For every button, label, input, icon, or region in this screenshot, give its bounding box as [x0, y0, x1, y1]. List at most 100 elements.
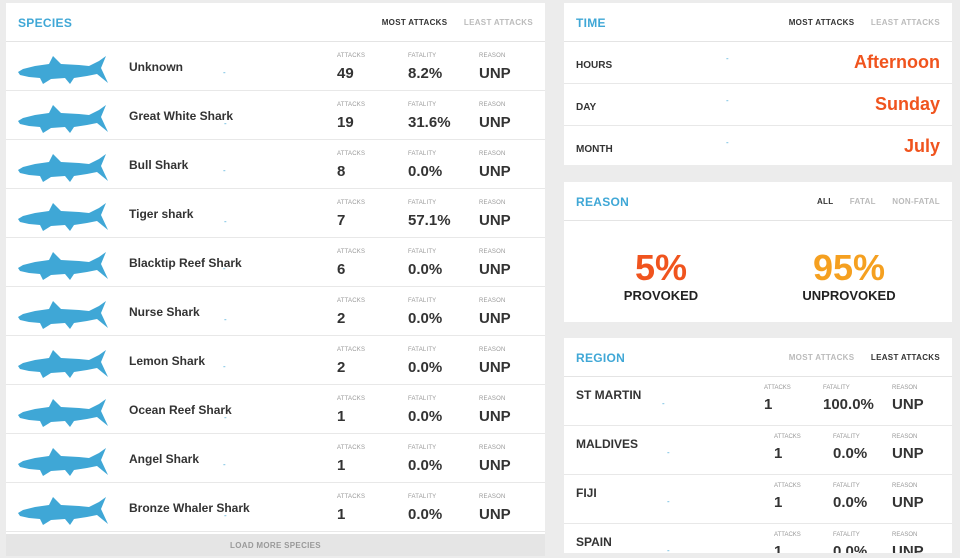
fatality-value: 0.0% [833, 494, 868, 511]
tick-mark: - [224, 217, 227, 226]
reason-value: UNP [479, 114, 511, 131]
fatality-value: 0.0% [408, 359, 443, 376]
reason-stat: REASON UNP [479, 151, 511, 180]
attacks-value: 1 [337, 457, 346, 474]
time-tab-least-attacks[interactable]: LEAST ATTACKS [870, 18, 940, 27]
species-row[interactable]: Bull Shark - ATTACKS 8 FATALITY 0.0% REASON UNP [6, 140, 545, 189]
fatality-stat: FATALITY 0.0% [833, 532, 867, 553]
reason-label: REASON [479, 200, 506, 206]
tick-mark: - [223, 362, 226, 371]
species-row[interactable]: Tiger shark - ATTACKS 7 FATALITY 57.1% REASON U… [6, 189, 545, 238]
fatality-stat: FATALITY 0.0% [408, 445, 442, 474]
species-tab-least-attacks[interactable]: LEAST ATTACKS [463, 18, 533, 27]
fatality-stat: FATALITY 0.0% [833, 434, 867, 462]
time-panel: TIME MOST ATTACKS LEAST ATTACKS HOURS - … [564, 3, 952, 165]
species-row[interactable]: Nurse Shark - ATTACKS 2 FATALITY 0.0% REASON UN… [6, 287, 545, 336]
reason-value: UNP [479, 261, 511, 278]
reason-stat: REASON UNP [479, 494, 511, 523]
attacks-value: 19 [337, 114, 354, 131]
region-name: ST MARTIN [576, 388, 642, 402]
species-header: SPECIES MOST ATTACKS LEAST ATTACKS [6, 3, 545, 42]
attacks-value: 2 [337, 359, 346, 376]
species-name: Bronze Whaler Shark [129, 501, 250, 515]
reason-value: UNP [479, 457, 511, 474]
region-row[interactable]: ST MARTIN - ATTACKS 1 FATALITY 100.0% REASON UN… [564, 377, 952, 426]
fatality-stat: FATALITY 100.0% [823, 385, 874, 413]
fatality-value: 0.0% [408, 310, 443, 327]
tick-mark: - [726, 138, 729, 147]
species-row[interactable]: Ocean Reef Shark - ATTACKS 1 FATALITY 0.0% REA… [6, 385, 545, 434]
attacks-stat: ATTACKS 1 [774, 434, 801, 462]
provoked-label: PROVOKED [623, 288, 699, 303]
unprovoked-label: UNPROVOKED [802, 288, 896, 303]
time-row-day: DAY - Sunday [564, 84, 952, 126]
fatality-label: FATALITY [408, 249, 437, 255]
attacks-label: ATTACKS [764, 385, 791, 391]
time-tabs: MOST ATTACKS LEAST ATTACKS [775, 18, 940, 27]
region-title: REGION [576, 351, 626, 365]
species-tab-most-attacks[interactable]: MOST ATTACKS [381, 18, 448, 27]
region-name: FIJI [576, 486, 597, 500]
species-row[interactable]: Angel Shark - ATTACKS 1 FATALITY 0.0% REASON UN… [6, 434, 545, 483]
fatality-label: FATALITY [823, 385, 850, 391]
fatality-value: 0.0% [408, 457, 443, 474]
fatality-stat: FATALITY 0.0% [408, 151, 442, 180]
fatality-stat: FATALITY 0.0% [408, 249, 442, 278]
reason-value: UNP [479, 212, 511, 229]
species-row[interactable]: Blacktip Reef Shark - ATTACKS 6 FATALITY 0.0%… [6, 238, 545, 287]
species-row[interactable]: Bronze Whaler Shark - ATTACKS 1 FATALITY 0.0%… [6, 483, 545, 532]
attacks-value: 8 [337, 163, 346, 180]
tick-mark: - [667, 448, 670, 457]
reason-stat: REASON UNP [479, 53, 511, 82]
region-row[interactable]: FIJI - ATTACKS 1 FATALITY 0.0% REASON UNP [564, 475, 952, 524]
fatality-stat: FATALITY 0.0% [408, 347, 442, 376]
tick-mark: - [667, 497, 670, 506]
reason-tab-all[interactable]: ALL [816, 197, 834, 206]
time-value: Sunday [874, 94, 940, 114]
attacks-label: ATTACKS [337, 494, 366, 500]
region-name: SPAIN [576, 535, 612, 549]
shark-icon [17, 153, 109, 185]
tick-mark: - [224, 119, 227, 128]
attacks-value: 49 [337, 65, 354, 82]
species-row[interactable]: Unknown - ATTACKS 49 FATALITY 8.2% REASON UNP [6, 42, 545, 91]
fatality-label: FATALITY [408, 347, 437, 353]
attacks-label: ATTACKS [774, 532, 801, 538]
reason-stat: REASON UNP [892, 532, 924, 553]
region-tab-least-attacks[interactable]: LEAST ATTACKS [870, 353, 940, 362]
species-name: Tiger shark [129, 207, 194, 221]
species-title: SPECIES [18, 16, 73, 30]
attacks-value: 1 [774, 494, 783, 511]
attacks-value: 1 [774, 543, 783, 553]
time-tab-most-attacks[interactable]: MOST ATTACKS [788, 18, 855, 27]
fatality-label: FATALITY [408, 200, 437, 206]
attacks-stat: ATTACKS 1 [337, 396, 365, 425]
fatality-value: 0.0% [833, 543, 868, 553]
fatality-stat: FATALITY 0.0% [408, 298, 442, 327]
tick-mark: - [224, 413, 227, 422]
species-row[interactable]: Lemon Shark - ATTACKS 2 FATALITY 0.0% REASON UN… [6, 336, 545, 385]
attacks-label: ATTACKS [337, 200, 366, 206]
reason-value: UNP [479, 506, 511, 523]
fatality-stat: FATALITY 0.0% [408, 494, 442, 523]
attacks-label: ATTACKS [337, 102, 366, 108]
attacks-value: 1 [337, 506, 346, 523]
fatality-label: FATALITY [408, 396, 437, 402]
load-more-species-button[interactable]: LOAD MORE SPECIES [6, 534, 545, 556]
shark-icon [17, 496, 109, 528]
attacks-label: ATTACKS [337, 53, 366, 59]
fatality-label: FATALITY [408, 151, 437, 157]
shark-icon [17, 349, 109, 381]
species-name: Nurse Shark [129, 305, 200, 319]
species-tabs: MOST ATTACKS LEAST ATTACKS [368, 18, 533, 27]
attacks-stat: ATTACKS 2 [337, 298, 365, 327]
reason-tab-non-fatal[interactable]: NON-FATAL [892, 197, 940, 206]
reason-value: UNP [479, 408, 511, 425]
reason-tab-fatal[interactable]: FATAL [849, 197, 876, 206]
tick-mark: - [223, 68, 226, 77]
region-row[interactable]: MALDIVES - ATTACKS 1 FATALITY 0.0% REASON UNP [564, 426, 952, 475]
region-row[interactable]: SPAIN - ATTACKS 1 FATALITY 0.0% REASON UNP [564, 524, 952, 553]
time-header: TIME MOST ATTACKS LEAST ATTACKS [564, 3, 952, 42]
species-row[interactable]: Great White Shark - ATTACKS 19 FATALITY 31.6%… [6, 91, 545, 140]
region-tab-most-attacks[interactable]: MOST ATTACKS [788, 353, 855, 362]
